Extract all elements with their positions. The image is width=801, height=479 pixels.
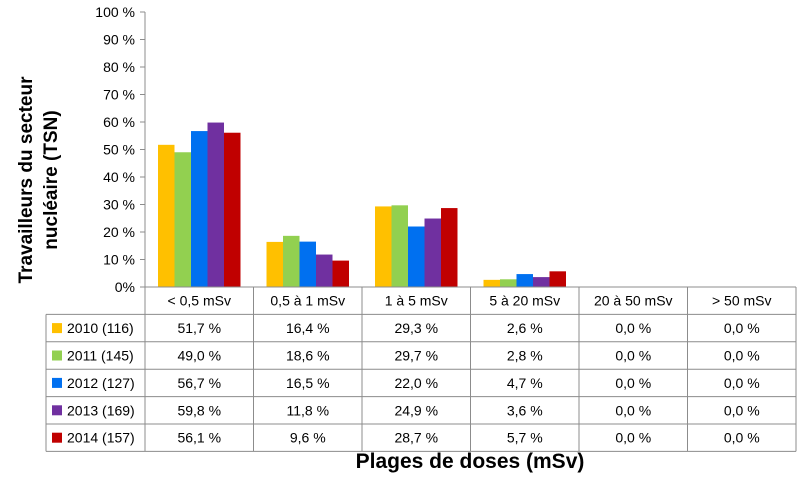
bar <box>207 122 224 287</box>
table-cell-value: 9,6 % <box>290 430 326 446</box>
y-tick-label: 60 % <box>103 114 135 130</box>
legend-swatch <box>52 405 62 416</box>
table-cell-value: 3,6 % <box>507 402 543 418</box>
table-cell-value: 0,0 % <box>724 348 760 364</box>
y-tick-label: 30 % <box>103 197 135 213</box>
x-axis-title: Plages de doses (mSv) <box>355 450 585 473</box>
legend-swatch <box>52 432 62 443</box>
category-label: 1 à 5 mSv <box>385 293 448 309</box>
bar <box>483 279 500 287</box>
table-cell-value: 0,0 % <box>615 375 651 391</box>
y-tick-label: 90 % <box>103 32 135 48</box>
category-label: < 0,5 mSv <box>168 293 231 309</box>
table-cell-value: 49,0 % <box>177 348 221 364</box>
bar <box>549 271 566 287</box>
legend-label: 2013 (169) <box>67 402 135 418</box>
bar <box>316 254 333 287</box>
category-label: 0,5 à 1 mSv <box>270 293 345 309</box>
legend-label: 2011 (145) <box>67 348 134 364</box>
bar <box>391 205 408 287</box>
table-cell-value: 22,0 % <box>394 375 438 391</box>
legend-label: 2014 (157) <box>67 430 135 446</box>
legend-swatch <box>52 377 62 388</box>
table-cell-value: 29,3 % <box>394 320 438 336</box>
table-cell-value: 0,0 % <box>724 320 760 336</box>
bar <box>516 274 533 287</box>
table-cell-value: 18,6 % <box>286 348 330 364</box>
table-cell-value: 11,8 % <box>286 402 329 418</box>
bar <box>174 152 191 287</box>
bar <box>158 144 175 287</box>
table-cell-value: 0,0 % <box>615 430 651 446</box>
category-label: 5 à 20 mSv <box>489 293 560 309</box>
bar <box>224 132 241 287</box>
bar <box>424 218 441 287</box>
legend-label: 2010 (116) <box>67 320 134 336</box>
table-cell-value: 5,7 % <box>507 430 543 446</box>
legend-swatch <box>52 350 62 361</box>
table-cell-value: 51,7 % <box>177 320 221 336</box>
y-tick-label: 10 % <box>103 252 135 268</box>
table-cell-value: 59,8 % <box>177 402 221 418</box>
table-cell-value: 16,5 % <box>286 375 330 391</box>
table-cell-value: 16,4 % <box>286 320 330 336</box>
table-cell-value: 28,7 % <box>394 430 438 446</box>
table-cell-value: 4,7 % <box>507 375 543 391</box>
bar <box>533 277 550 287</box>
category-label: > 50 mSv <box>712 293 772 309</box>
bar <box>441 208 458 287</box>
table-cell-value: 2,8 % <box>507 348 543 364</box>
bar <box>299 241 316 287</box>
y-tick-label: 20 % <box>103 224 135 240</box>
y-tick-label: 0% <box>115 279 135 295</box>
table-cell-value: 24,9 % <box>394 402 438 418</box>
bar <box>375 206 392 287</box>
table-cell-value: 56,7 % <box>177 375 221 391</box>
y-tick-label: 100 % <box>95 4 135 20</box>
category-label: 20 à 50 mSv <box>594 293 673 309</box>
y-tick-label: 40 % <box>103 169 135 185</box>
bar <box>283 235 300 287</box>
bar <box>332 260 349 287</box>
y-tick-label: 70 % <box>103 87 135 103</box>
table-cell-value: 0,0 % <box>724 375 760 391</box>
table-cell-value: 56,1 % <box>177 430 221 446</box>
table-cell-value: 29,7 % <box>394 348 438 364</box>
table-cell-value: 0,0 % <box>615 402 651 418</box>
table-cell-value: 2,6 % <box>507 320 543 336</box>
bar <box>191 131 208 287</box>
legend-label: 2012 (127) <box>67 375 135 391</box>
legend-swatch <box>52 323 62 334</box>
table-cell-value: 0,0 % <box>615 348 651 364</box>
table-cell-value: 0,0 % <box>724 430 760 446</box>
bar <box>266 241 283 287</box>
bar <box>500 279 517 287</box>
y-tick-label: 80 % <box>103 59 135 75</box>
y-tick-label: 50 % <box>103 142 135 158</box>
table-cell-value: 0,0 % <box>615 320 651 336</box>
table-cell-value: 0,0 % <box>724 402 760 418</box>
bar <box>408 226 425 287</box>
